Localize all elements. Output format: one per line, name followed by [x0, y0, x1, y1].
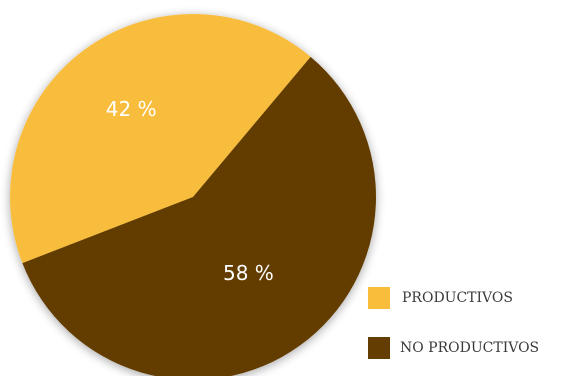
legend-swatch-productivos — [368, 287, 390, 309]
slice-label-no-productivos: 58 % — [223, 261, 274, 285]
legend-label-productivos: PRODUCTIVOS — [402, 290, 513, 306]
legend-item-productivos: PRODUCTIVOS — [368, 286, 568, 310]
legend: PRODUCTIVOS NO PRODUCTIVOS — [368, 286, 568, 386]
slice-no-productivos — [22, 56, 376, 376]
pie-labels: 42 % 58 % — [106, 97, 274, 285]
slice-label-productivos: 42 % — [106, 97, 157, 121]
slice-productivos — [10, 14, 311, 264]
legend-label-no-productivos: NO PRODUCTIVOS — [400, 340, 540, 356]
legend-item-no-productivos: NO PRODUCTIVOS — [368, 336, 568, 360]
pie-chart: 42 % 58 % — [10, 14, 376, 376]
pie-slices — [10, 14, 376, 376]
legend-swatch-no-productivos — [368, 337, 390, 359]
